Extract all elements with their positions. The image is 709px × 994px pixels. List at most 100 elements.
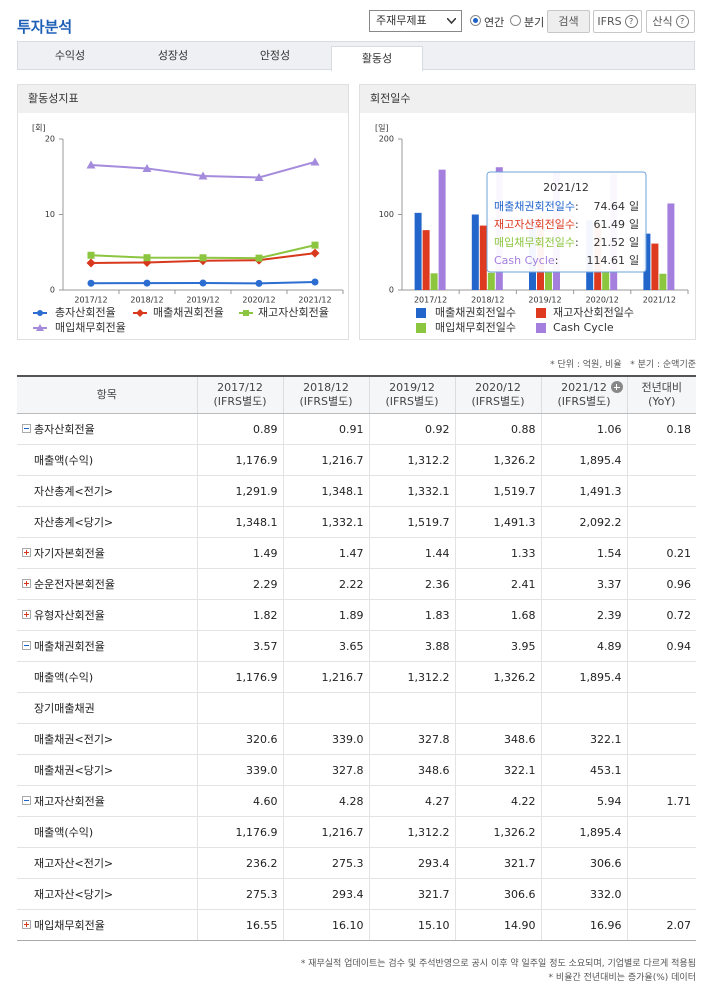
bar (643, 233, 651, 290)
table-cell (540, 692, 627, 724)
table-cell: 2.39 (540, 599, 627, 631)
table-cell: 1,216.7 (282, 816, 369, 848)
header-cell: 2020/12 (IFRS별도) (454, 375, 541, 414)
icon-bar (24, 800, 29, 801)
point (310, 157, 320, 166)
add-column-icon[interactable] (610, 381, 623, 393)
tab[interactable]: 안정성 (259, 49, 291, 62)
x-tick-label: 2017/12 (74, 296, 107, 305)
expand-icon[interactable] (22, 610, 31, 619)
expand-icon[interactable] (22, 424, 31, 433)
expand-icon[interactable] (22, 641, 31, 650)
table-cell: 1.44 (368, 537, 455, 569)
row-label: 매출액(수익) (34, 454, 94, 467)
x-tick-label: 2021/12 (643, 296, 676, 305)
formula-button[interactable]: 산식? (646, 10, 695, 33)
ifrs-button[interactable]: IFRS? (593, 10, 642, 33)
x-tick-label: 2018/12 (471, 296, 504, 305)
expand-icon[interactable] (22, 796, 31, 805)
table-cell: 1,519.7 (454, 475, 541, 507)
table-cell: 0.89 (196, 413, 283, 445)
row-label-cell: 매입채무회전율 (17, 909, 197, 941)
cell-value: 1,895.4 (579, 453, 622, 467)
table-row: 장기매출채권 (17, 692, 696, 724)
cell-value: 16.55 (246, 918, 278, 932)
point (37, 310, 43, 316)
radio-annual[interactable] (470, 15, 481, 26)
table-cell: 16.96 (540, 909, 627, 941)
table-cell: 1.54 (540, 537, 627, 569)
select-text: 주재무제표 (376, 14, 427, 27)
y-tick-label: 20 (45, 135, 55, 144)
cell-value: 306.6 (590, 856, 622, 870)
table-cell: 339.0 (196, 754, 283, 786)
chart: [회] 0 10 20 2017/12 2018/12 2019/12 2020/12 2021… (32, 124, 344, 334)
row-label-cell: 자산총계<전기> (17, 475, 197, 507)
tab[interactable]: 수익성 (54, 49, 86, 62)
tooltip-box (486, 171, 647, 273)
tooltip-separator: : (575, 218, 579, 231)
table-cell: 2.36 (368, 568, 455, 600)
legend-label: Cash Cycle (553, 321, 614, 334)
cell-value: 3.57 (253, 639, 278, 653)
table-row: 순운전자본회전율 2.29 2.22 2.36 2.41 3.37 0.96 (17, 568, 696, 600)
table-cell: 0.92 (368, 413, 455, 445)
chart: [일] 0 100 200 2017/12 2018/12 2019/12 2020/12 20… (375, 124, 689, 334)
icon-bar (24, 428, 29, 429)
table-row: 재고자산회전율 4.60 4.28 4.27 4.22 5.94 1.71 (17, 785, 696, 817)
statement-select[interactable]: 주재무제표 (369, 10, 462, 32)
row-label: 자산총계<당기> (34, 516, 114, 529)
table-row: 매출채권<전기> 320.6 339.0 327.8 348.6 322.1 (17, 723, 696, 755)
cell-value: 1.33 (511, 546, 536, 560)
expand-icon[interactable] (22, 579, 31, 588)
header-row: 항목 2017/12 (IFRS별도) 2018/12 (IFRS별도) 2019/12(… (17, 375, 696, 414)
row-label: 재고자산<전기> (34, 857, 114, 870)
table-cell: 1.49 (196, 537, 283, 569)
expand-icon[interactable] (22, 920, 31, 929)
legend-label: 매입채무회전율 (55, 321, 126, 334)
cell-value: 293.4 (418, 856, 450, 870)
row-label: 재고자산회전율 (34, 795, 105, 808)
search-button[interactable]: 검색 (547, 10, 590, 33)
cell-value: 16.10 (332, 918, 364, 932)
cell-value: 14.90 (504, 918, 536, 932)
table-cell: 0.72 (626, 599, 696, 631)
help-icon: ? (675, 15, 689, 28)
cell-value: 1,326.2 (493, 670, 536, 684)
select-arrow (447, 18, 456, 24)
cell-value: 1.71 (666, 794, 692, 808)
table-cell: 1,491.3 (540, 475, 627, 507)
table-cell: 320.6 (196, 723, 283, 755)
point (136, 309, 144, 317)
table-cell: 1,176.9 (196, 661, 283, 693)
table-row: 매출채권<당기> 339.0 327.8 348.6 322.1 453.1 (17, 754, 696, 786)
cell-value: 3.65 (339, 639, 364, 653)
icon-bar (616, 384, 617, 390)
row-label-cell: 총자산회전율 (17, 413, 197, 445)
table-cell (626, 816, 696, 848)
table-cell: 1.06 (540, 413, 627, 445)
tab[interactable]: 활동성 (331, 46, 423, 71)
table-cell: 339.0 (282, 723, 369, 755)
header-basis: (IFRS별도) (385, 395, 439, 408)
table-cell: 4.28 (282, 785, 369, 817)
row-label-cell: 자기자본회전율 (17, 537, 197, 569)
header-period: 전년대비 (641, 381, 682, 394)
x-tick-label: 2018/12 (130, 296, 163, 305)
radio-quarter[interactable] (510, 15, 521, 26)
table-row: 매출액(수익) 1,176.9 1,216.7 1,312.2 1,326.2 1,895… (17, 444, 696, 476)
table-cell: 2.22 (282, 568, 369, 600)
legend-swatch (416, 308, 426, 318)
row-label: 순운전자본회전율 (34, 578, 115, 591)
tab[interactable]: 성장성 (157, 49, 189, 62)
cell-value: 2,092.2 (579, 515, 622, 529)
table-cell: 321.7 (454, 847, 541, 879)
table-cell: 1,176.9 (196, 816, 283, 848)
row-label: 매출액(수익) (34, 671, 94, 684)
icon-bar (24, 645, 29, 646)
table-row: 재고자산<전기> 236.2 275.3 293.4 321.7 306.6 (17, 847, 696, 879)
table-cell: 306.6 (454, 878, 541, 910)
expand-icon[interactable] (22, 548, 31, 557)
cell-value: 1,312.2 (407, 670, 450, 684)
